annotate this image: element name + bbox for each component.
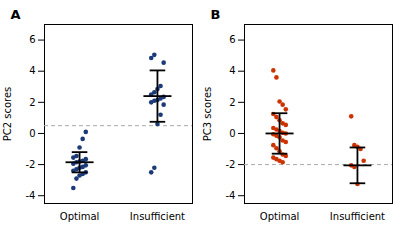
svg-text:-2: -2 xyxy=(226,159,236,170)
svg-text:0: 0 xyxy=(229,128,235,139)
svg-text:-2: -2 xyxy=(26,159,36,170)
svg-text:2: 2 xyxy=(29,97,35,108)
svg-text:A: A xyxy=(11,7,21,22)
svg-text:6: 6 xyxy=(29,34,35,45)
svg-text:Optimal: Optimal xyxy=(60,211,100,222)
svg-text:B: B xyxy=(211,7,221,22)
svg-text:Optimal: Optimal xyxy=(260,211,300,222)
svg-text:4: 4 xyxy=(229,65,235,76)
svg-text:0: 0 xyxy=(29,128,35,139)
svg-text:4: 4 xyxy=(29,65,35,76)
svg-text:PC2 scores: PC2 scores xyxy=(2,87,13,142)
svg-text:Insufficient: Insufficient xyxy=(330,211,385,222)
svg-text:-4: -4 xyxy=(226,190,236,201)
svg-text:-4: -4 xyxy=(26,190,36,201)
svg-text:2: 2 xyxy=(229,97,235,108)
svg-text:Insufficient: Insufficient xyxy=(130,211,185,222)
svg-text:PC3 scores: PC3 scores xyxy=(202,87,213,142)
svg-text:6: 6 xyxy=(229,34,235,45)
